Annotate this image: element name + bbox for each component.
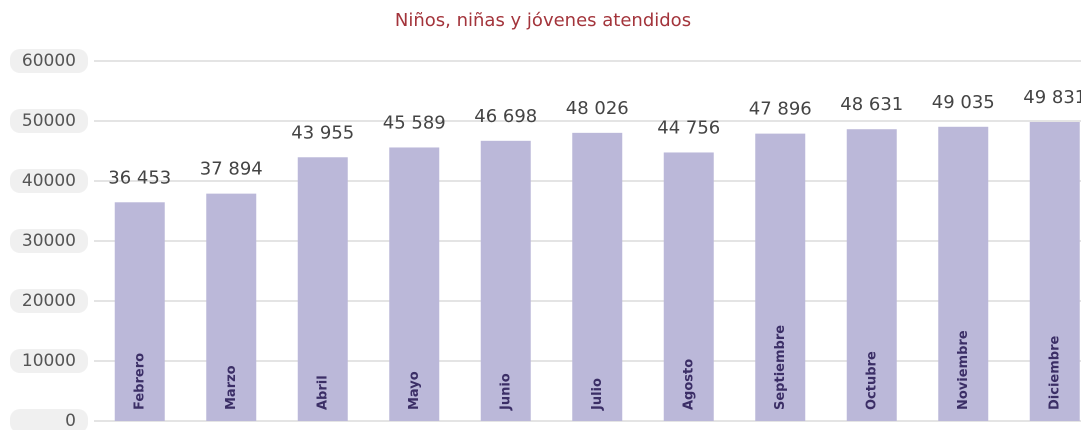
value-label: 48 026 bbox=[566, 98, 629, 119]
x-tick-label: Agosto bbox=[681, 359, 696, 410]
chart-title: Niños, niñas y jóvenes atendidos bbox=[395, 10, 691, 31]
x-tick-label: Febrero bbox=[132, 353, 147, 410]
bar bbox=[1029, 122, 1080, 421]
value-label: 46 698 bbox=[474, 106, 537, 127]
value-label: 45 589 bbox=[383, 112, 446, 133]
y-tick-label: 0 bbox=[65, 411, 76, 430]
y-tick-box bbox=[10, 49, 88, 73]
value-label: 47 896 bbox=[749, 99, 812, 120]
y-tick-box bbox=[10, 169, 88, 193]
bar bbox=[755, 133, 806, 421]
y-tick-label: 60000 bbox=[22, 51, 76, 71]
value-label: 49 831 bbox=[1023, 87, 1081, 108]
y-tick-box bbox=[10, 229, 88, 253]
y-tick-label: 40000 bbox=[22, 171, 76, 191]
y-tick-label: 30000 bbox=[22, 231, 76, 251]
y-tick-box bbox=[10, 409, 88, 430]
value-label: 44 756 bbox=[657, 117, 720, 138]
value-label: 43 955 bbox=[291, 122, 354, 143]
x-tick-label: Junio bbox=[498, 373, 513, 411]
x-tick-label: Diciembre bbox=[1047, 336, 1062, 410]
value-label: 37 894 bbox=[200, 159, 263, 180]
y-tick-box bbox=[10, 289, 88, 313]
x-tick-label: Marzo bbox=[224, 365, 239, 410]
x-tick-label: Noviembre bbox=[956, 330, 971, 410]
y-tick-box bbox=[10, 109, 88, 133]
x-tick-label: Mayo bbox=[407, 371, 422, 410]
x-tick-label: Septiembre bbox=[773, 325, 788, 410]
bar bbox=[206, 193, 257, 421]
value-label: 36 453 bbox=[108, 167, 171, 188]
y-tick-label: 20000 bbox=[22, 291, 76, 311]
value-label: 49 035 bbox=[932, 92, 995, 113]
x-tick-label: Abril bbox=[315, 375, 330, 410]
x-tick-label: Julio bbox=[590, 378, 605, 411]
y-tick-box bbox=[10, 349, 88, 373]
bar bbox=[938, 126, 989, 421]
bar bbox=[846, 129, 897, 422]
bar bbox=[663, 152, 714, 422]
x-tick-label: Octubre bbox=[864, 351, 879, 410]
bar bbox=[114, 202, 165, 421]
bar bbox=[572, 132, 623, 421]
y-tick-label: 10000 bbox=[22, 351, 76, 371]
y-tick-label: 50000 bbox=[22, 111, 76, 131]
bar bbox=[389, 147, 440, 421]
value-label: 48 631 bbox=[840, 94, 903, 115]
bar bbox=[480, 140, 531, 421]
bar bbox=[297, 157, 348, 421]
